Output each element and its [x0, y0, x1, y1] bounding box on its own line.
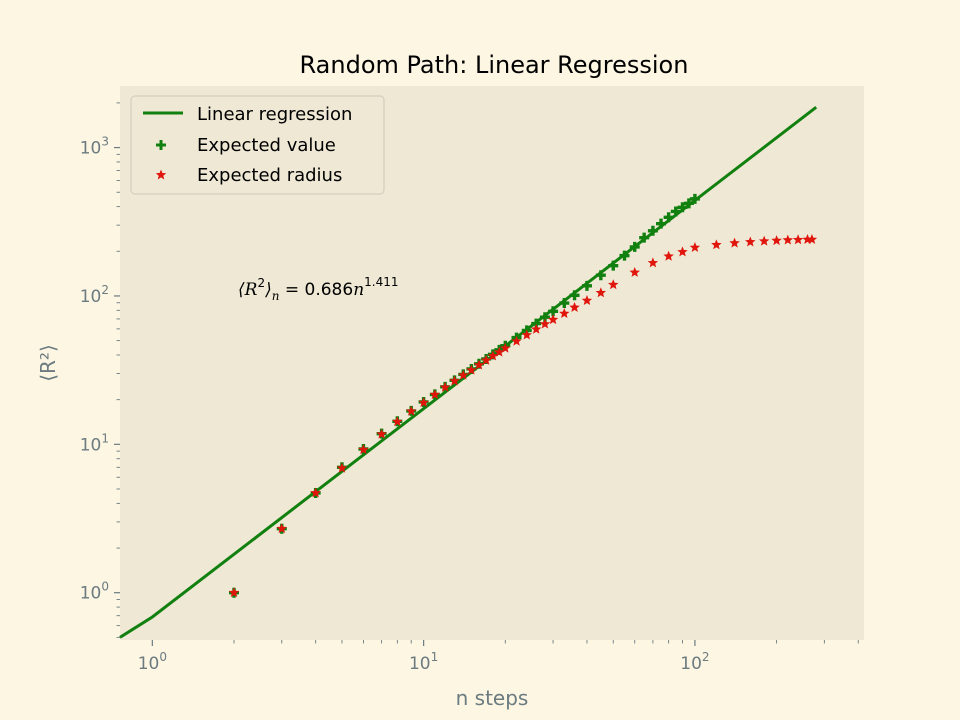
expected-radius-point: [782, 234, 794, 245]
expected-radius-point: [792, 234, 804, 245]
expected-value-point: [539, 312, 550, 323]
x-axis-label: n steps: [456, 686, 529, 710]
expected-radius-point: [405, 405, 417, 416]
expected-radius-point: [392, 416, 403, 427]
expected-radius-point: [745, 236, 756, 247]
y-tick-label: 101: [80, 431, 109, 455]
expected-radius-point: [771, 235, 782, 246]
x-tick-label: 102: [680, 650, 709, 674]
linear-regression-line: [119, 106, 818, 639]
legend-plus-swatch: [156, 140, 166, 150]
expected-radius-point: [480, 354, 492, 365]
expected-radius-point: [581, 295, 593, 306]
expected-radius-point: [663, 250, 674, 261]
regression-line-layer: [119, 106, 818, 639]
expected-radius-point: [487, 350, 499, 361]
expected-radius-point: [494, 346, 505, 357]
x-tick-label: 100: [138, 650, 167, 674]
expected-radius-point: [449, 375, 460, 386]
expected-radius-point: [530, 323, 542, 334]
expected-radius-point: [595, 287, 607, 298]
expected-radius-point: [547, 314, 559, 325]
expected-radius-point: [758, 235, 770, 246]
expected-value-point: [663, 212, 674, 223]
legend-box: [130, 95, 385, 195]
expected-radius-point: [276, 523, 287, 534]
legend-label-linear-regression: Linear regression: [197, 104, 352, 125]
expected-radius-series: [228, 234, 818, 598]
expected-value-point: [581, 280, 592, 291]
x-tick-label: 101: [409, 650, 438, 674]
expected-radius-point: [418, 397, 429, 408]
expected-radius-point: [711, 239, 722, 250]
expected-value-point: [569, 290, 580, 301]
expected-radius-point: [500, 342, 511, 353]
expected-value-point: [683, 198, 694, 209]
legend: Linear regression Expected value Expecte…: [130, 95, 385, 195]
expected-value-point: [656, 218, 667, 229]
expected-radius-point: [511, 335, 522, 346]
expected-radius-point: [689, 242, 701, 252]
expected-radius-point: [376, 428, 387, 439]
expected-radius-point: [473, 359, 485, 370]
expected-value-point: [619, 250, 630, 261]
chart-title: Random Path: Linear Regression: [300, 51, 689, 79]
expected-value-point: [608, 260, 619, 271]
expected-radius-point: [729, 237, 740, 248]
y-axis: 100 101 102 103: [80, 102, 120, 638]
expected-radius-point: [466, 364, 477, 375]
legend-label-expected-value: Expected value: [197, 135, 336, 156]
expected-radius-point: [336, 462, 348, 473]
y-tick-label: 102: [80, 283, 109, 307]
expected-radius-point: [647, 257, 659, 268]
expected-radius-point: [559, 308, 570, 318]
expected-value-point: [670, 206, 681, 217]
expected-value-point: [595, 270, 606, 281]
expected-value-point: [647, 225, 658, 236]
x-axis: 100 101 102: [138, 640, 859, 674]
expected-radius-point: [806, 234, 818, 244]
expected-radius-point: [429, 389, 441, 400]
expected-radius-point: [521, 329, 532, 340]
expected-value-point: [559, 298, 570, 309]
expected-value-point: [629, 241, 640, 252]
legend-star-swatch: [155, 169, 167, 180]
expected-radius-point: [569, 301, 580, 312]
expected-radius-point: [802, 234, 813, 244]
expected-radius-point: [629, 266, 640, 277]
expected-value-point: [548, 306, 559, 317]
expected-radius-point: [458, 369, 469, 380]
expected-radius-point: [439, 381, 451, 392]
legend-label-expected-radius: Expected radius: [197, 165, 342, 186]
expected-radius-point: [358, 444, 369, 455]
expected-radius-point: [539, 318, 551, 329]
expected-radius-point: [228, 587, 240, 598]
expected-radius-point: [310, 487, 321, 498]
expected-value-point: [639, 232, 650, 243]
expected-value-point: [677, 202, 688, 213]
expected-value-point: [531, 318, 542, 329]
expected-radius-point: [608, 279, 619, 290]
expected-value-point: [689, 193, 700, 204]
expected-radius-point: [677, 246, 688, 257]
y-tick-label: 103: [80, 135, 109, 159]
regression-equation: ⟨R2⟩n = 0.686n1.411: [238, 275, 399, 303]
y-tick-label: 100: [80, 580, 109, 604]
y-axis-label: ⟨R²⟩: [36, 344, 60, 382]
